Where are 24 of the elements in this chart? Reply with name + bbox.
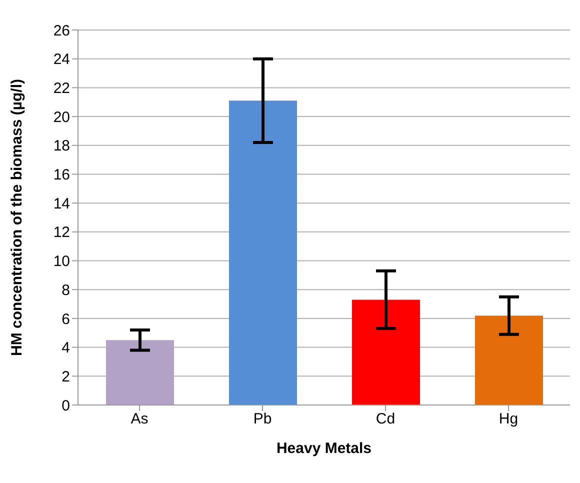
- bar: [475, 316, 543, 405]
- y-tick-label: 24: [53, 51, 70, 68]
- y-tick-label: 0: [62, 397, 70, 414]
- y-tick-label: 2: [62, 368, 70, 386]
- bar: [229, 100, 297, 405]
- y-tick-label: 20: [53, 108, 70, 126]
- x-tick-label: Hg: [498, 410, 518, 428]
- bar: [352, 300, 420, 405]
- y-tick-label: 26: [53, 22, 70, 40]
- x-axis-title: Heavy Metals: [276, 440, 372, 457]
- y-tick-label: 12: [53, 224, 70, 242]
- y-tick-label: 14: [53, 195, 70, 212]
- y-tick-label: 18: [53, 138, 70, 155]
- y-tick-label: 4: [62, 340, 70, 357]
- y-tick-label: 8: [62, 282, 70, 299]
- y-tick-label: 16: [53, 166, 70, 184]
- y-tick-label: 22: [53, 80, 70, 98]
- x-tick-label: Pb: [253, 410, 272, 428]
- x-tick-label: As: [130, 410, 148, 428]
- bar: [106, 340, 174, 405]
- x-tick-label: Cd: [376, 410, 396, 428]
- y-tick-label: 10: [53, 253, 70, 270]
- y-tick-label: 6: [62, 310, 70, 328]
- y-axis-title: HM concentration of the biomass (µg/l): [8, 79, 26, 356]
